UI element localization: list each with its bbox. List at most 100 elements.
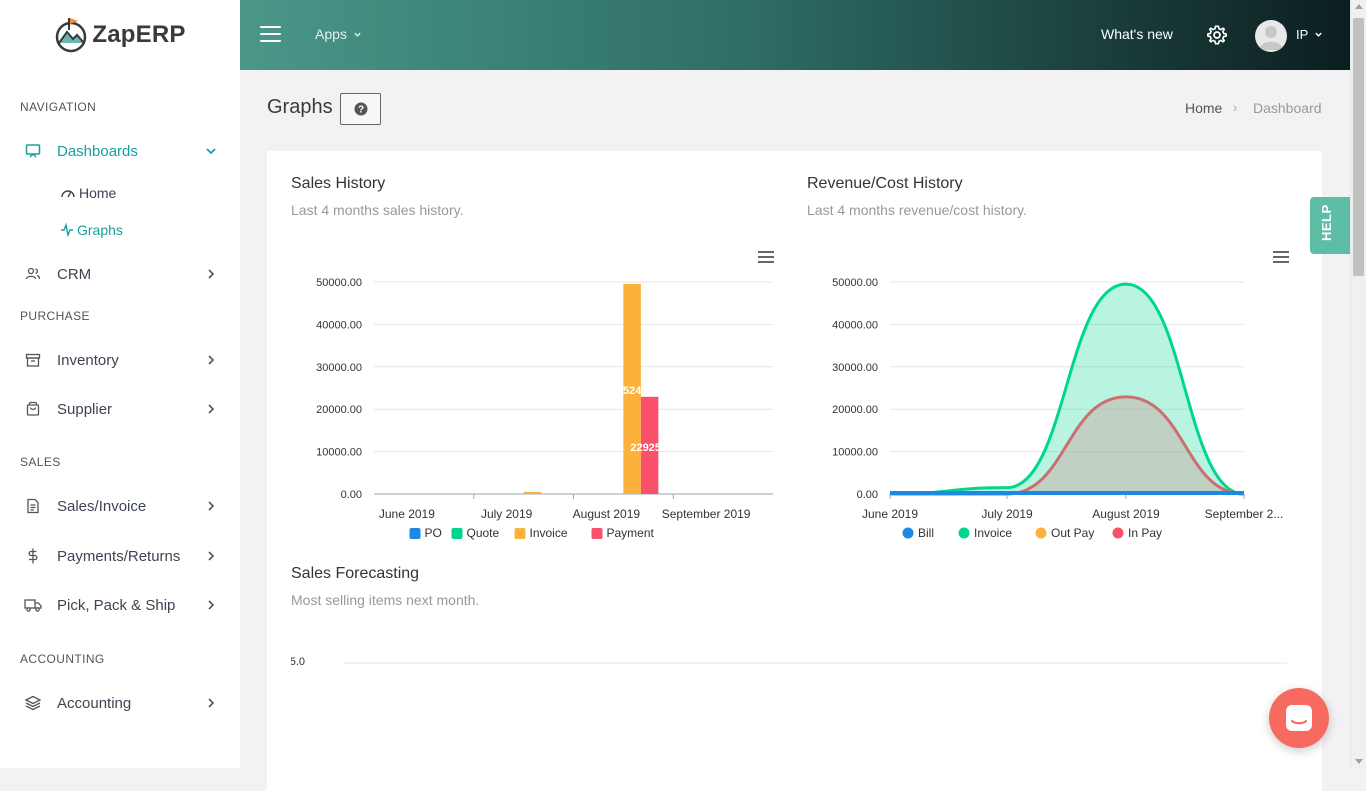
legend-item: Quote	[467, 526, 500, 540]
legend-item: Invoice	[530, 526, 568, 540]
y-tick-label: 40000.00	[832, 319, 878, 331]
legend-marker	[1112, 527, 1124, 539]
x-tick-label: June 2019	[379, 507, 435, 521]
sidebar-item-pick-pack-ship[interactable]: Pick, Pack & Ship	[0, 587, 240, 623]
sidebar-item-label: Payments/Returns	[57, 547, 181, 565]
legend-marker	[1035, 527, 1047, 539]
sales-history-menu-icon[interactable]	[758, 251, 774, 263]
sidebar-item-crm[interactable]: CRM	[0, 256, 240, 292]
chevron-down-icon	[1315, 32, 1323, 37]
logo[interactable]: ZapERP	[0, 0, 240, 70]
y-tick-label: 0.00	[341, 489, 362, 501]
sales-forecasting-chart: 5.0	[291, 656, 1287, 668]
user-avatar[interactable]	[1255, 20, 1287, 52]
menu-toggle-icon[interactable]	[260, 26, 281, 44]
sidebar-item-supplier[interactable]: Supplier	[0, 391, 240, 427]
sales-history-subtitle: Last 4 months sales history.	[291, 202, 464, 218]
page-scrollbar[interactable]	[1350, 0, 1366, 768]
scroll-up-icon[interactable]	[1355, 4, 1363, 9]
user-initials: IP	[1296, 27, 1309, 42]
svg-text:?: ?	[357, 105, 363, 116]
chevron-down-icon	[206, 148, 216, 155]
sidebar-item-dashboards[interactable]: Dashboards	[0, 133, 240, 169]
y-tick-label: 10000.00	[832, 447, 878, 459]
sidebar-subitem-label: Home	[79, 185, 117, 201]
gear-icon[interactable]	[1206, 24, 1228, 46]
sales-forecasting-title: Sales Forecasting	[291, 565, 420, 582]
y-tick-label: 20000.00	[832, 404, 878, 416]
sidebar-item-inventory[interactable]: Inventory	[0, 342, 240, 378]
y-tick-label: 10000.00	[316, 447, 362, 459]
page-title: Graphs	[267, 96, 333, 118]
sidebar-item-label: Accounting	[57, 694, 132, 712]
nav-section-sales: SALES	[20, 455, 61, 469]
chat-launcher-button[interactable]	[1269, 688, 1329, 748]
legend-item: Invoice	[974, 526, 1012, 540]
sales-history-chart: 0.00 10000.00 20000.00 30000.00 40000.00 5000…	[316, 277, 773, 540]
archive-icon	[24, 351, 42, 369]
help-tab[interactable]: HELP	[1310, 197, 1350, 254]
monitor-icon	[24, 142, 42, 160]
x-tick-label: July 2019	[481, 507, 533, 521]
legend-item: Out Pay	[1051, 526, 1094, 540]
sidebar-item-sales-invoice[interactable]: Sales/Invoice	[0, 488, 240, 524]
chevron-right-icon	[208, 269, 215, 279]
logo-icon	[56, 18, 87, 53]
legend-item: Bill	[918, 526, 934, 540]
apps-dropdown[interactable]: Apps	[315, 26, 362, 42]
sidebar: ZapERP NAVIGATION Dashboards Home Graphs…	[0, 0, 240, 768]
legend-item: PO	[425, 526, 442, 540]
logo-text: ZapERP	[92, 21, 186, 48]
data-label: 22925	[630, 442, 661, 454]
chevron-right-icon	[208, 551, 215, 561]
layers-icon	[24, 694, 42, 712]
question-circle-icon: ?	[354, 102, 367, 116]
dollar-sign-icon	[24, 547, 42, 565]
page-help-button[interactable]: ?	[340, 93, 381, 125]
sidebar-item-accounting[interactable]: Accounting	[0, 685, 240, 721]
chevron-right-icon	[208, 600, 215, 610]
y-tick-label: 30000.00	[832, 362, 878, 374]
line-invoice	[889, 282, 1245, 496]
y-tick-label: 20000.00	[316, 404, 362, 416]
legend-marker	[958, 527, 970, 539]
revenue-cost-menu-icon[interactable]	[1273, 251, 1289, 263]
legend-marker	[902, 527, 914, 539]
nav-section-navigation: NAVIGATION	[20, 100, 97, 114]
breadcrumb-home[interactable]: Home	[1185, 100, 1223, 116]
scroll-down-icon[interactable]	[1355, 759, 1363, 764]
x-tick-label: September 2019	[662, 507, 751, 521]
y-tick-label: 30000.00	[316, 362, 362, 374]
graphs-card: Sales History Last 4 months sales histor…	[267, 151, 1322, 791]
y-tick-label: 50000.00	[316, 277, 362, 289]
user-avatar-icon	[1259, 26, 1283, 50]
whats-new-link[interactable]: What's new	[1101, 26, 1173, 42]
sidebar-subitem-home[interactable]: Home	[60, 185, 116, 201]
top-bar: Apps What's new IP	[240, 0, 1350, 70]
chevron-right-icon	[208, 355, 215, 365]
x-tick-label: August 2019	[573, 507, 641, 521]
sidebar-item-payments-returns[interactable]: Payments/Returns	[0, 538, 240, 574]
x-tick-label: September 2...	[1205, 507, 1284, 521]
chevron-down-icon	[354, 32, 361, 37]
help-tab-label: HELP	[1319, 204, 1334, 241]
sidebar-subitem-graphs[interactable]: Graphs	[60, 222, 123, 238]
nav-section-accounting: ACCOUNTING	[20, 652, 105, 666]
chevron-right-icon	[208, 501, 215, 511]
sidebar-item-label: Dashboards	[57, 142, 138, 160]
legend-item: In Pay	[1128, 526, 1162, 540]
bar	[523, 491, 542, 494]
scrollbar-thumb[interactable]	[1353, 18, 1364, 276]
sales-forecasting-subtitle: Most selling items next month.	[291, 592, 480, 608]
x-tick-label: July 2019	[981, 507, 1033, 521]
file-text-icon	[24, 497, 42, 515]
chat-icon	[1286, 705, 1312, 731]
x-tick-label: June 2019	[862, 507, 918, 521]
revenue-cost-subtitle: Last 4 months revenue/cost history.	[807, 202, 1027, 218]
user-menu[interactable]: IP	[1296, 27, 1323, 42]
y-tick-label: 50000.00	[832, 277, 878, 289]
bar	[640, 396, 659, 494]
y-tick-label: 5.0	[291, 656, 305, 668]
chevron-right-icon	[208, 404, 215, 414]
shopping-bag-icon	[24, 400, 42, 418]
